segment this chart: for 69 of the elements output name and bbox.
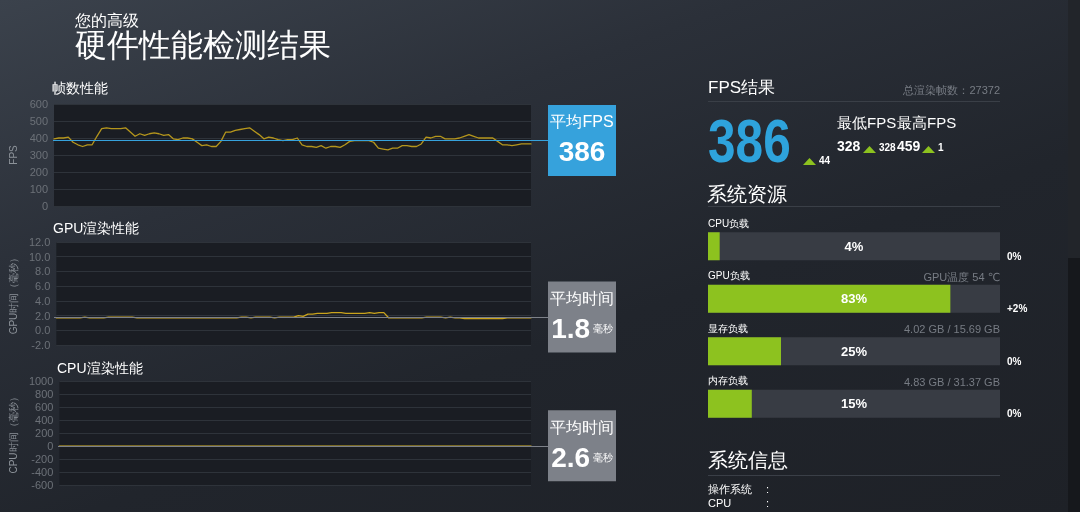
y-tick-label: 400 [29, 132, 48, 144]
y-tick-label: 200 [35, 427, 54, 439]
text: 0% [1007, 355, 1022, 367]
text: 386 [708, 106, 791, 175]
text: 459 [897, 138, 921, 154]
annotation: 4.02 GB / 15.69 GB [903, 323, 1000, 336]
y-tick-label: 1000 [28, 375, 54, 387]
text: 系统信息 [708, 449, 788, 471]
y-tick-label: 10.0 [28, 250, 51, 263]
text: 2.6 [551, 441, 591, 473]
y-tick-label: CPU负载 [708, 217, 750, 229]
text: 386 [558, 136, 606, 168]
text: 操作系统 [708, 483, 752, 495]
annotation: GPU温度 54 ℃ [923, 270, 1000, 283]
ref-line-label: 平均FPS [550, 113, 614, 131]
chart-title: GPU渲染性能 [53, 220, 140, 236]
text: 328 [879, 142, 896, 153]
text: +2% [1007, 303, 1028, 315]
y-tick-label: 显存负载 [708, 322, 748, 334]
y-tick-label: 0 [47, 440, 54, 452]
y-tick-label: 内存负载 [708, 375, 748, 387]
y-tick-label: 8.0 [35, 265, 51, 278]
y-tick-label: 200 [29, 166, 48, 178]
text: 0% [1007, 408, 1022, 420]
y-axis-title: CPU时间（毫秒） [7, 392, 19, 474]
y-tick-label: 2.0 [35, 309, 51, 322]
text: 总渲染帧数：27372 [903, 84, 1000, 96]
text: FPS结果 [708, 78, 776, 97]
annotation: 4.83 GB / 31.37 GB [903, 375, 1000, 388]
y-axis-title: GPU时间（毫秒） [7, 252, 19, 335]
y-tick-label: -600 [31, 479, 54, 491]
y-tick-label: 800 [35, 388, 54, 400]
text: 328 [837, 138, 861, 154]
text: 0% [1007, 250, 1022, 262]
bar [708, 232, 720, 261]
text: : [766, 497, 770, 509]
y-tick-label: -200 [31, 453, 54, 465]
y-tick-label: 0.0 [35, 324, 51, 337]
y-tick-label: 12.0 [28, 236, 51, 248]
y-tick-label: 300 [29, 149, 48, 161]
text: : [766, 483, 770, 495]
y-tick-label: 400 [35, 414, 54, 426]
text: 最低FPS [837, 114, 897, 131]
data-label: 25% [840, 343, 868, 359]
chart-title: CPU渲染性能 [57, 360, 143, 376]
text: 44 [819, 155, 831, 166]
text: 您的高级 [75, 12, 139, 29]
bar [708, 389, 752, 418]
data-label: 83% [840, 291, 868, 307]
ref-line-label: 平均时间 [550, 418, 614, 436]
y-tick-label: 600 [35, 401, 54, 413]
ref-line-label: 平均时间 [550, 290, 614, 308]
line-series [53, 127, 532, 151]
chart-title: 帧数性能 [52, 80, 108, 96]
data-label: 4% [844, 238, 864, 254]
y-tick-label: 6.0 [35, 280, 51, 293]
y-tick-label: -400 [31, 466, 54, 478]
text: 1 [938, 142, 944, 153]
y-tick-label: GPU负载 [708, 270, 750, 282]
chart-title: 系统资源 [707, 183, 787, 205]
y-tick-label: 4.0 [35, 294, 51, 307]
y-tick-label: -2.0 [31, 339, 51, 351]
text: 最高FPS [897, 114, 957, 131]
text: 毫秒 [590, 451, 613, 463]
data-label: 15% [840, 396, 868, 412]
text: 毫秒 [590, 323, 613, 335]
y-axis-title: FPS [7, 144, 19, 165]
text: CPU [708, 497, 732, 509]
text: 1.8 [551, 313, 591, 345]
